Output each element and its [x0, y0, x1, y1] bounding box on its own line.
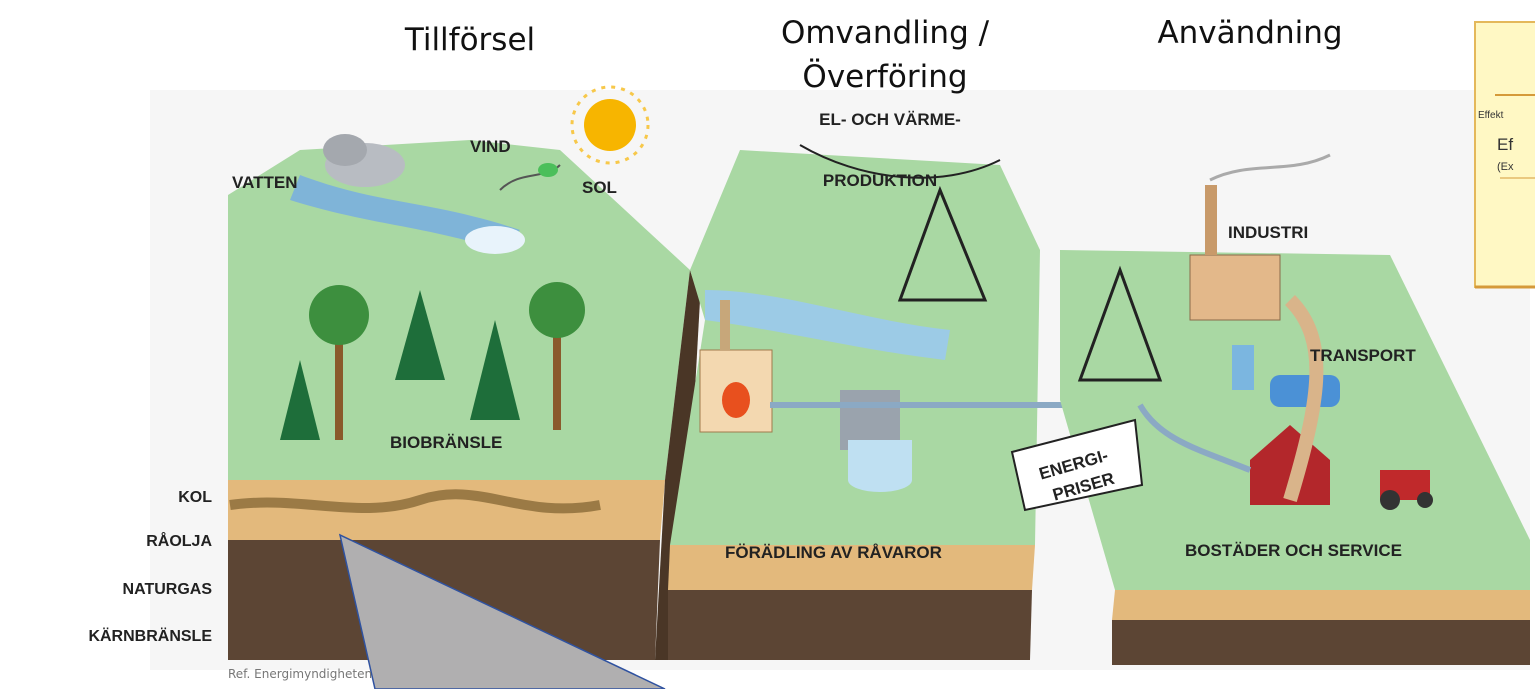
label: BIOBRÄNSLE [390, 433, 502, 452]
header-conversion: Omvandling / [781, 15, 990, 51]
prices-sign [1010, 418, 1144, 512]
label: VIND [470, 137, 511, 156]
side-box-text: Ef [1497, 135, 1513, 154]
usage-block [1060, 153, 1530, 665]
label: FÖRÄDLING AV RÅVAROR [725, 543, 942, 562]
label: BOSTÄDER OCH SERVICE [1185, 541, 1402, 560]
side-box [1474, 21, 1535, 289]
supply-block [228, 85, 700, 660]
header-supply: Tillförsel [404, 22, 535, 58]
label: SOL [582, 178, 617, 197]
side-box-text: (Ex [1497, 161, 1514, 173]
conversion-block [668, 144, 1140, 660]
label: VATTEN [232, 173, 297, 192]
label: EL- OCH VÄRME- [819, 110, 961, 129]
stratum-label: RÅOLJA [146, 531, 212, 550]
reference: Ref. Energimyndigheten [228, 667, 372, 681]
label: PRODUKTION [823, 171, 937, 190]
stratum-label: KOL [178, 489, 212, 506]
side-box-text: Effekt [1478, 110, 1504, 121]
stratum-label: NATURGAS [123, 581, 213, 598]
stratum-label: KÄRNBRÄNSLE [88, 627, 212, 645]
label: TRANSPORT [1310, 346, 1416, 365]
header-usage: Användning [1157, 15, 1342, 51]
label: INDUSTRI [1228, 223, 1308, 242]
header-conversion: Överföring [802, 58, 967, 95]
callout [338, 533, 666, 689]
